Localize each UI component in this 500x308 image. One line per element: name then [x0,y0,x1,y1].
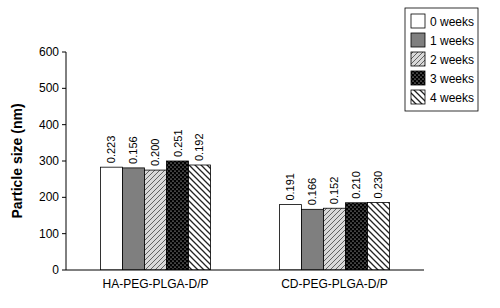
bar [346,203,368,270]
pdi-label: 0.152 [329,177,341,205]
y-tick-label: 400 [39,118,59,132]
bar [324,208,346,270]
pdi-label: 0.210 [351,171,363,199]
y-tick-label: 500 [39,81,59,95]
y-tick-label: 600 [39,45,59,59]
pdi-label: 0.200 [150,139,162,167]
y-tick [62,161,66,162]
y-tick [62,233,66,234]
bar [101,167,123,270]
y-tick [62,88,66,89]
bar [280,205,302,270]
y-tick-label: 100 [39,227,59,241]
y-tick [62,197,66,198]
pdi-label: 0.166 [307,178,319,206]
bars [101,161,390,270]
pdi-label: 0.223 [106,136,118,164]
legend-label: 1 weeks [430,34,474,48]
chart-container: 0.223 0.156 0.200 0.251 0.192 0.191 0.166 0.152… [0,0,500,308]
legend-label: 2 weeks [430,53,474,67]
bar [302,209,324,270]
legend-box [405,8,478,111]
bar [123,168,145,270]
bar [368,202,390,270]
bar [189,165,211,270]
legend-swatch [411,33,425,47]
y-tick [62,270,66,271]
legend-swatch [411,52,425,66]
pdi-label: 0.251 [172,129,184,157]
legend-swatch [411,90,425,104]
legend-label: 0 weeks [430,15,474,29]
chart-svg: 0.223 0.156 0.200 0.251 0.192 0.191 0.166 0.152… [0,0,500,308]
pdi-labels: 0.223 0.156 0.200 0.251 0.192 0.191 0.166 0.152… [106,129,385,205]
x-axis-line [66,270,424,271]
y-tick-label: 300 [39,154,59,168]
pdi-label: 0.192 [194,133,206,161]
bar [145,170,167,270]
pdi-label: 0.230 [373,171,385,199]
legend: 0 weeks 1 weeks 2 weeks 3 weeks 4 weeks [405,8,478,111]
y-tick [62,52,66,53]
legend-swatch [411,14,425,28]
y-tick-label: 200 [39,190,59,204]
y-tick-label: 0 [52,263,59,277]
legend-swatch [411,71,425,85]
bar [167,161,189,270]
legend-label: 3 weeks [430,72,474,86]
y-axis-label: Particle size (nm) [9,103,25,218]
pdi-label: 0.191 [285,173,297,201]
pdi-label: 0.156 [128,136,140,164]
legend-label: 4 weeks [430,91,474,105]
x-tick-label: CD-PEG-PLGA-D/P [281,277,388,291]
y-tick [62,124,66,125]
x-tick-label: HA-PEG-PLGA-D/P [102,277,208,291]
